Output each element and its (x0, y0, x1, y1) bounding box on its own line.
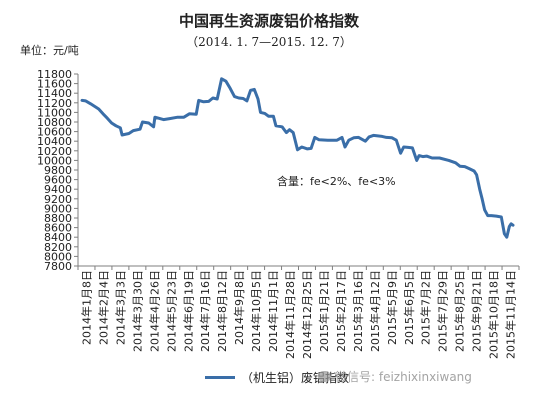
legend-swatch (205, 375, 235, 379)
x-tick-label: 2014年6月19日 (181, 270, 195, 352)
x-tick-label: 2015年7月29日 (436, 270, 450, 352)
y-tick-label: 11200 (37, 97, 72, 110)
x-tick-label: 2015年5月9日 (385, 270, 399, 345)
y-tick-label: 10800 (37, 116, 72, 129)
x-tick-label: 2015年4月12日 (368, 270, 382, 352)
x-tick-label: 2014年11月28日 (283, 270, 297, 359)
x-tick-label: 2015年6月5日 (402, 270, 416, 345)
wechat-icon (318, 371, 331, 382)
y-tick-label: 9000 (44, 202, 72, 215)
x-tick-label: 2014年7月16日 (198, 270, 212, 352)
x-tick-label: 2014年1月8日 (79, 270, 93, 345)
chart-subtitle: （2014. 1. 7—2015. 12. 7） (186, 35, 352, 49)
y-tick-label: 9800 (44, 164, 72, 177)
series-line (80, 77, 515, 239)
y-tick-label: 8600 (44, 222, 72, 235)
x-tick-label: 2014年5月23日 (164, 270, 178, 352)
x-tick-label: 2014年9月8日 (232, 270, 246, 345)
x-tick-label: 2014年10月5日 (249, 270, 263, 352)
y-tick-label: 11400 (37, 87, 72, 100)
y-tick-label: 11800 (37, 68, 72, 81)
y-tick-label: 10000 (37, 154, 72, 167)
content-annotation: 含量：fe<2%、fe<3% (277, 175, 396, 188)
x-tick-label: 2014年3月30日 (130, 270, 144, 352)
y-tick-label: 7800 (44, 260, 72, 273)
x-tick-label: 2015年3月16日 (351, 270, 365, 352)
y-tick-label: 11600 (37, 78, 72, 91)
x-tick-label: 2014年12月25日 (300, 270, 314, 359)
y-tick-label: 9200 (44, 193, 72, 206)
y-tick-label: 8200 (44, 241, 72, 254)
y-tick-label: 8400 (44, 231, 72, 244)
y-axis-unit-label: 单位：元/吨 (20, 44, 79, 57)
watermark-text: 微信号: feizhixinxiwang (335, 370, 472, 384)
x-tick-label: 2015年1月21日 (317, 270, 331, 352)
series-group (80, 77, 515, 239)
y-tick-label: 10400 (37, 135, 72, 148)
y-tick-label: 9400 (44, 183, 72, 196)
x-tick-label: 2015年8月25日 (453, 270, 467, 352)
y-tick-label: 8800 (44, 212, 72, 225)
x-tick-label: 2014年4月26日 (147, 270, 161, 352)
y-axis: 7800800082008400860088009000920094009600… (37, 68, 79, 273)
y-tick-label: 8000 (44, 250, 72, 263)
x-tick-label: 2015年9月21日 (470, 270, 484, 352)
y-tick-label: 10200 (37, 145, 72, 158)
x-tick-label: 2015年2月17日 (334, 270, 348, 352)
x-tick-label: 2015年7月2日 (419, 270, 433, 345)
x-tick-label: 2014年2月4日 (96, 270, 110, 345)
x-tick-label: 2015年11月14日 (504, 270, 518, 359)
y-tick-label: 11000 (37, 106, 72, 119)
x-tick-label: 2014年11月1日 (266, 270, 280, 352)
x-tick-label: 2014年3月3日 (113, 270, 127, 345)
y-tick-label: 10600 (37, 126, 72, 139)
x-tick-label: 2015年10月18日 (487, 270, 501, 359)
watermark: 微信号: feizhixinxiwang (318, 368, 472, 385)
x-tick-label: 2014年8月12日 (215, 270, 229, 352)
chart-title: 中国再生资源废铝价格指数 (178, 12, 359, 30)
x-axis: 2014年1月8日 2014年2月4日 2014年3月3日 2014年3月30日 201… (77, 265, 520, 359)
y-tick-label: 9600 (44, 174, 72, 187)
